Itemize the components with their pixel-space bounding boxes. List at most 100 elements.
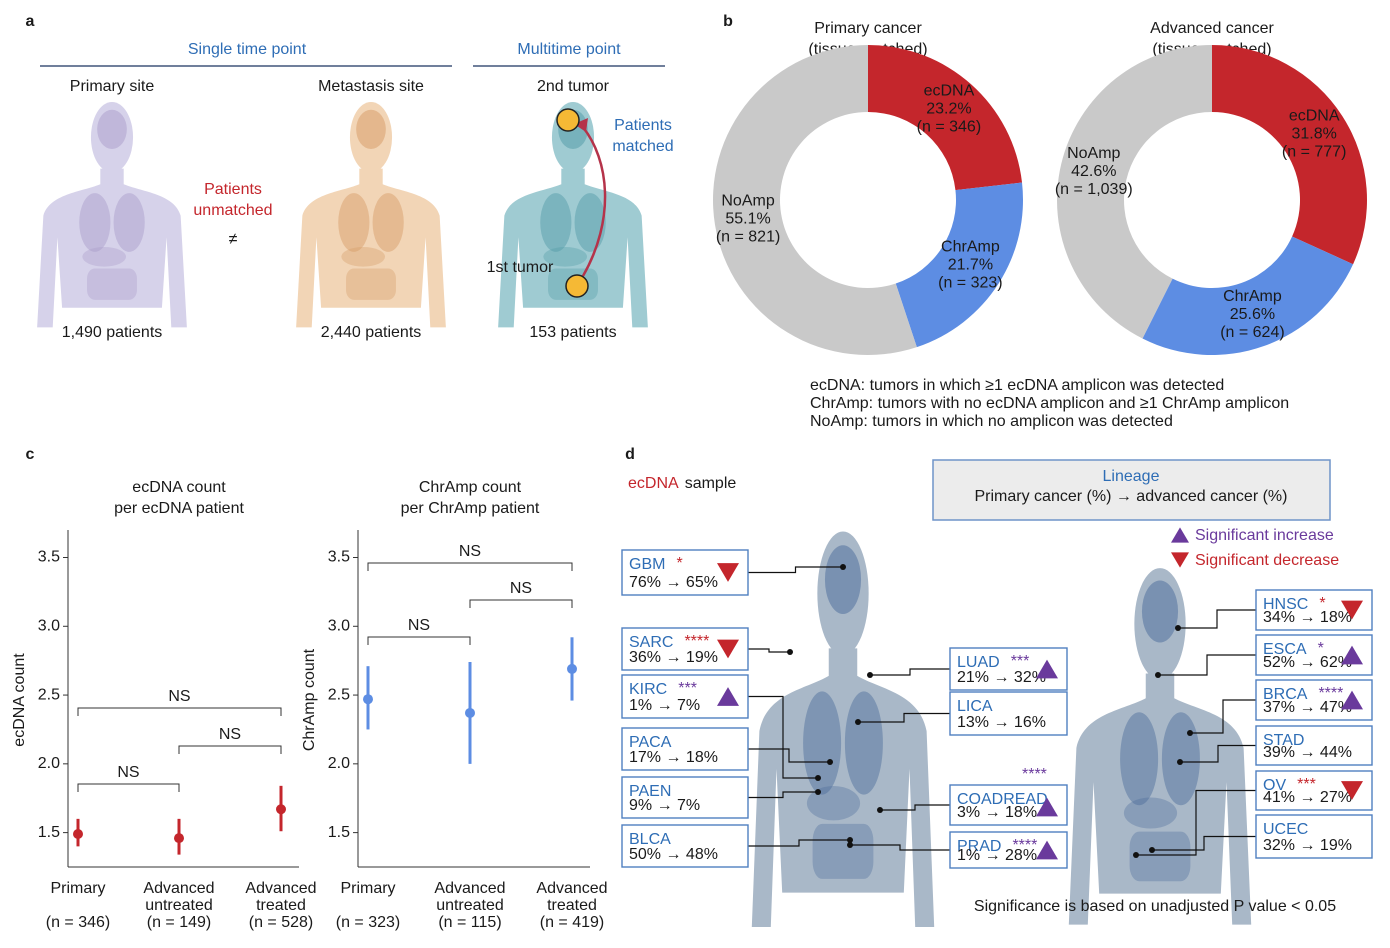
significance-stars: **** — [684, 633, 709, 650]
lineage-name: STAD — [1263, 732, 1304, 749]
donut-slice — [1142, 236, 1354, 355]
lung — [338, 193, 370, 252]
tumor — [565, 274, 589, 298]
lineage-change: 9% → 7% — [629, 797, 700, 814]
arrow — [581, 125, 607, 277]
slice-category: NoAmp — [721, 193, 774, 210]
slice-count: (n = 777) — [1282, 143, 1346, 160]
significance-stars: **** — [1022, 766, 1047, 783]
connector — [748, 695, 818, 779]
chart-title: ecDNA count — [132, 479, 226, 496]
not-equal: ≠ — [229, 231, 238, 248]
lineage-change: 17% → 18% — [629, 749, 718, 766]
lineage-change: 52% → 62% — [1263, 654, 1352, 671]
point — [276, 804, 286, 815]
connector-dot — [1149, 847, 1155, 853]
slice-value: 23.2% — [926, 101, 971, 118]
x-tick-label: untreated — [436, 897, 504, 914]
lineage-name: BRCA — [1263, 686, 1308, 703]
point — [174, 833, 184, 844]
lineage-name: KIRC — [629, 681, 667, 698]
x-tick-label: treated — [256, 897, 306, 914]
lineage-card — [1255, 725, 1373, 766]
x-tick-label: Primary — [340, 880, 395, 897]
lineage-card — [949, 691, 1068, 736]
lineage-name: HNSC — [1263, 596, 1308, 613]
tumor — [556, 108, 580, 132]
connector-dot — [1177, 759, 1183, 765]
chart-title: ChrAmp count — [419, 479, 522, 496]
lineage-name: UCEC — [1263, 821, 1308, 838]
female-silhouette — [1068, 568, 1252, 925]
x-tick-label: Advanced — [434, 880, 505, 897]
decrease-triangle — [1171, 552, 1189, 568]
donut-slice — [868, 45, 1023, 191]
connector — [1136, 789, 1256, 856]
unmatched-label: Patients — [204, 181, 262, 198]
connector-dot — [877, 807, 883, 813]
lineage-subtitle: Primary cancer (%) → advanced cancer (%) — [975, 488, 1288, 505]
intestine — [87, 268, 137, 300]
lineage-name: PACA — [629, 734, 672, 751]
x-tick-label: Advanced — [143, 880, 214, 897]
lineage-card — [621, 776, 749, 819]
first-tumor-label: 1st tumor — [487, 259, 554, 276]
y-tick-label: 3.0 — [328, 618, 350, 635]
bracket — [367, 562, 573, 571]
panel-letter: a — [26, 13, 35, 30]
site-name: Primary site — [70, 78, 155, 95]
liver — [543, 247, 588, 267]
note: NoAmp: tumors in which no amplicon was d… — [810, 413, 1173, 430]
brain — [1141, 580, 1179, 643]
connector — [1190, 699, 1256, 734]
panel-letter: d — [625, 446, 635, 463]
group-title: Single time point — [188, 41, 307, 58]
matched-label: Patients — [614, 117, 672, 134]
connector — [748, 839, 850, 847]
point — [73, 828, 83, 839]
x-tick-label: untreated — [145, 897, 213, 914]
n-label: (n = 115) — [438, 914, 501, 931]
x-tick-label: Primary — [50, 880, 105, 897]
lung — [540, 193, 572, 252]
slice-value: 55.1% — [725, 211, 770, 228]
lineage-change: 36% → 19% — [629, 649, 718, 666]
lineage-card — [949, 647, 1068, 691]
body-outline — [751, 648, 935, 928]
panel-letter: c — [26, 446, 35, 463]
y-tick-label: 3.5 — [38, 549, 60, 566]
bracket — [469, 599, 573, 608]
lineage-title: Lineage — [1103, 468, 1160, 485]
slice-category: ChrAmp — [1223, 288, 1282, 305]
y-tick-label: 2.5 — [38, 686, 60, 703]
intestine — [346, 268, 396, 300]
bracket-label: NS — [510, 580, 532, 597]
lung — [372, 193, 404, 252]
lineage-change: 34% → 18% — [1263, 609, 1352, 626]
patient-count: 2,440 patients — [321, 324, 422, 341]
slice-value: 31.8% — [1291, 125, 1336, 142]
lung — [79, 193, 111, 252]
liver — [806, 786, 861, 821]
chart-title: Primary cancer — [814, 20, 922, 37]
lineage-change: 1% → 7% — [629, 697, 700, 714]
lineage-change: 41% → 27% — [1263, 789, 1352, 806]
liver — [341, 247, 386, 267]
brain — [356, 109, 386, 149]
connector — [850, 844, 950, 851]
x-tick-label: Advanced — [536, 880, 607, 897]
bracket — [367, 636, 471, 645]
slice-count: (n = 346) — [917, 119, 981, 136]
arrow-head — [574, 118, 588, 132]
increase-triangle — [1036, 840, 1058, 860]
unmatched-label: unmatched — [193, 202, 272, 219]
body-outline — [37, 168, 187, 328]
bracket — [77, 707, 282, 716]
slice-value: 25.6% — [1230, 306, 1275, 323]
intestine — [812, 823, 874, 879]
body-outline — [1068, 673, 1252, 925]
site-name: Metastasis site — [318, 78, 424, 95]
heading-rest: sample — [685, 475, 737, 492]
lineage-name: PRAD — [957, 838, 1001, 855]
